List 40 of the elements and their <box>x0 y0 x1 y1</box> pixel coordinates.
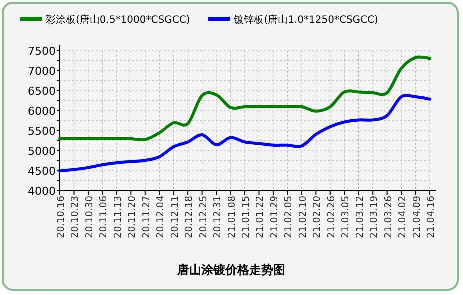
y-tick-label: 4000 <box>28 185 56 198</box>
y-tick-label: 5000 <box>28 145 56 158</box>
x-tick-label: 20.12.11 <box>170 196 181 238</box>
x-tick-label: 21.01.22 <box>255 196 266 238</box>
legend-label: 镀锌板(唐山1.0*1250*CSGCC) <box>233 14 378 26</box>
x-tick-label: 21.02.26 <box>326 196 338 238</box>
x-tick-label: 20.12.18 <box>184 196 196 238</box>
x-tick-label: 21.03.12 <box>354 196 366 238</box>
x-tick-label: 20.11.06 <box>98 196 110 238</box>
x-tick-label: 20.12.25 <box>198 196 210 238</box>
x-tick-label: 21.03.05 <box>340 196 352 238</box>
y-tick-label: 6000 <box>28 105 56 118</box>
x-tick-label: 20.12.31 <box>212 196 224 238</box>
x-tick-label: 20.10.23 <box>70 196 82 238</box>
x-tick-label: 20.11.20 <box>127 196 138 238</box>
line-series <box>58 56 432 142</box>
y-tick-label: 6500 <box>28 85 56 98</box>
x-tick-label: 21.02.20 <box>312 196 324 238</box>
x-tick-label: 20.10.30 <box>84 196 96 238</box>
y-tick-label: 4500 <box>28 165 56 178</box>
line-series <box>58 94 432 172</box>
y-tick-label: 5500 <box>28 125 56 138</box>
x-tick-label: 20.11.13 <box>112 196 124 238</box>
x-tick-label: 20.11.27 <box>141 196 152 238</box>
x-tick-label: 21.04.16 <box>426 196 437 238</box>
x-tick-label: 21.01.08 <box>226 196 238 238</box>
legend-label: 彩涂板(唐山0.5*1000*CSGCC) <box>46 14 190 26</box>
text: 唐山涂镀价格走势图 <box>176 263 286 277</box>
x-tick-label: 21.04.02 <box>398 196 409 238</box>
x-tick-label: 20.10.16 <box>56 196 67 238</box>
y-tick-label: 7000 <box>28 65 56 78</box>
x-tick-label: 21.02.05 <box>284 196 295 238</box>
x-tick-label: 21.03.19 <box>369 196 380 238</box>
x-tick-label: 21.03.26 <box>383 196 394 238</box>
x-tick-label: 20.12.04 <box>156 196 167 238</box>
x-tick-label: 21.01.29 <box>269 196 280 238</box>
x-tick-label: 21.04.09 <box>412 196 423 238</box>
x-tick-label: 21.01.15 <box>241 196 252 238</box>
x-tick-label: 21.02.10 <box>298 196 309 238</box>
y-tick-label: 7500 <box>28 45 56 58</box>
